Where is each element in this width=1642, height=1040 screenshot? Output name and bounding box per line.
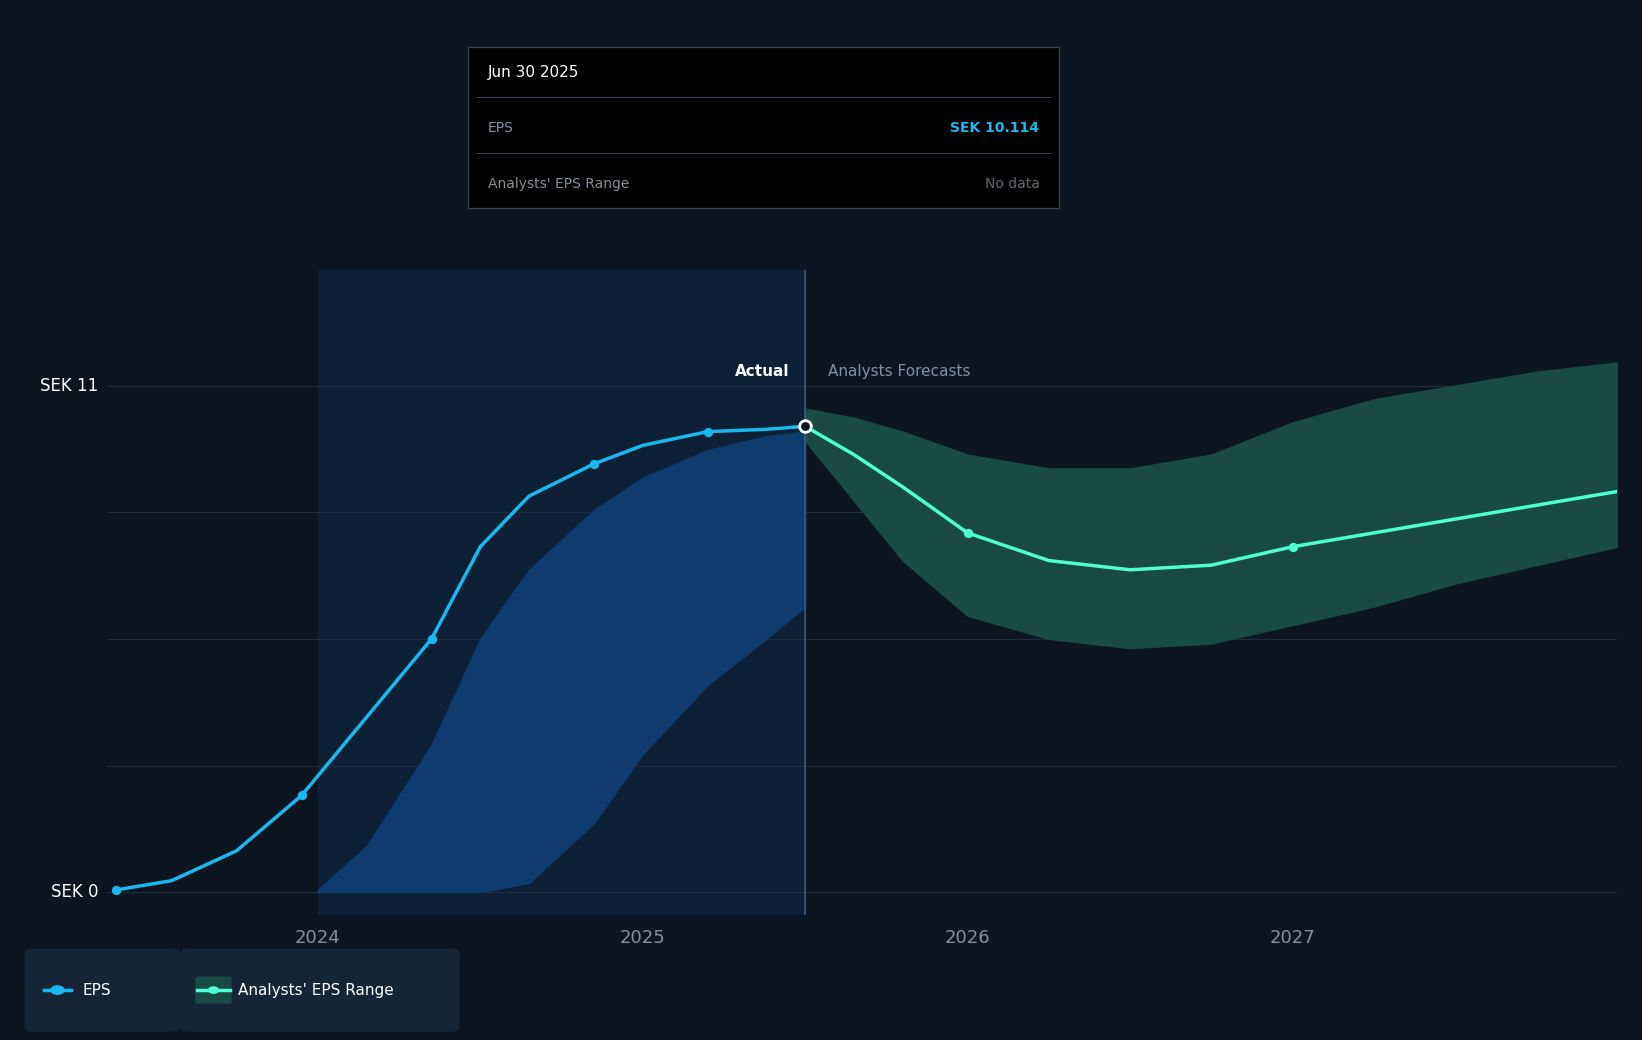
Text: SEK 11: SEK 11 <box>41 376 99 394</box>
Point <box>289 787 315 804</box>
Point <box>1279 539 1305 555</box>
Text: Analysts' EPS Range: Analysts' EPS Range <box>238 983 394 997</box>
Text: No data: No data <box>985 177 1039 191</box>
Text: Analysts' EPS Range: Analysts' EPS Range <box>488 177 629 191</box>
Point <box>581 456 608 472</box>
Text: SEK 10.114: SEK 10.114 <box>951 121 1039 135</box>
Point <box>791 418 818 435</box>
Point <box>103 882 130 899</box>
Point <box>419 630 445 647</box>
Text: SEK 0: SEK 0 <box>51 883 99 902</box>
Text: Jun 30 2025: Jun 30 2025 <box>488 66 580 80</box>
Text: Analysts Forecasts: Analysts Forecasts <box>828 364 970 380</box>
Text: EPS: EPS <box>488 121 514 135</box>
Text: Actual: Actual <box>734 364 788 380</box>
Point <box>954 524 980 541</box>
Point <box>695 423 721 440</box>
Point <box>791 418 818 435</box>
Bar <box>319 270 805 915</box>
Text: EPS: EPS <box>82 983 110 997</box>
